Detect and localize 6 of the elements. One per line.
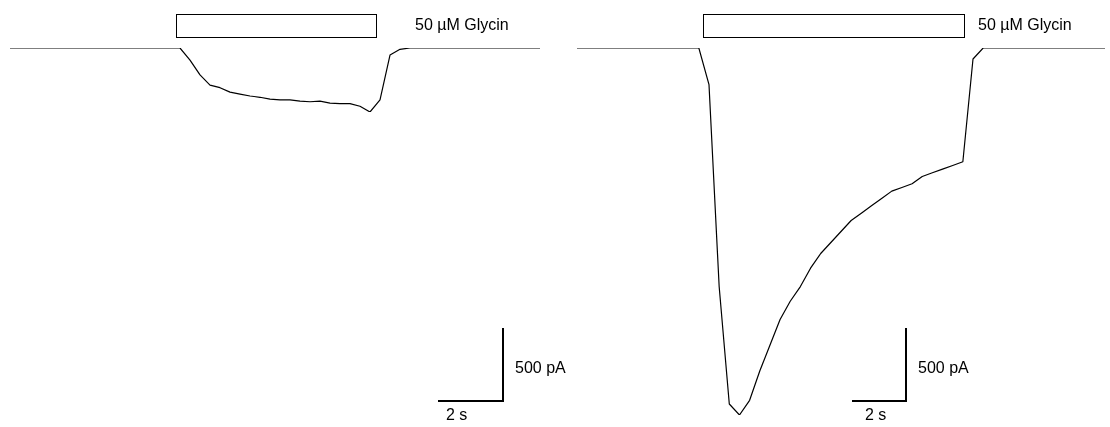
text: 2 s bbox=[446, 406, 468, 424]
annotation: 2 s bbox=[865, 406, 887, 424]
text: 50 µM Glycin bbox=[415, 16, 509, 34]
text: 500 pA bbox=[515, 359, 566, 377]
annotation: 500 pA bbox=[918, 359, 969, 377]
text: 50 µM Glycin bbox=[978, 16, 1072, 34]
